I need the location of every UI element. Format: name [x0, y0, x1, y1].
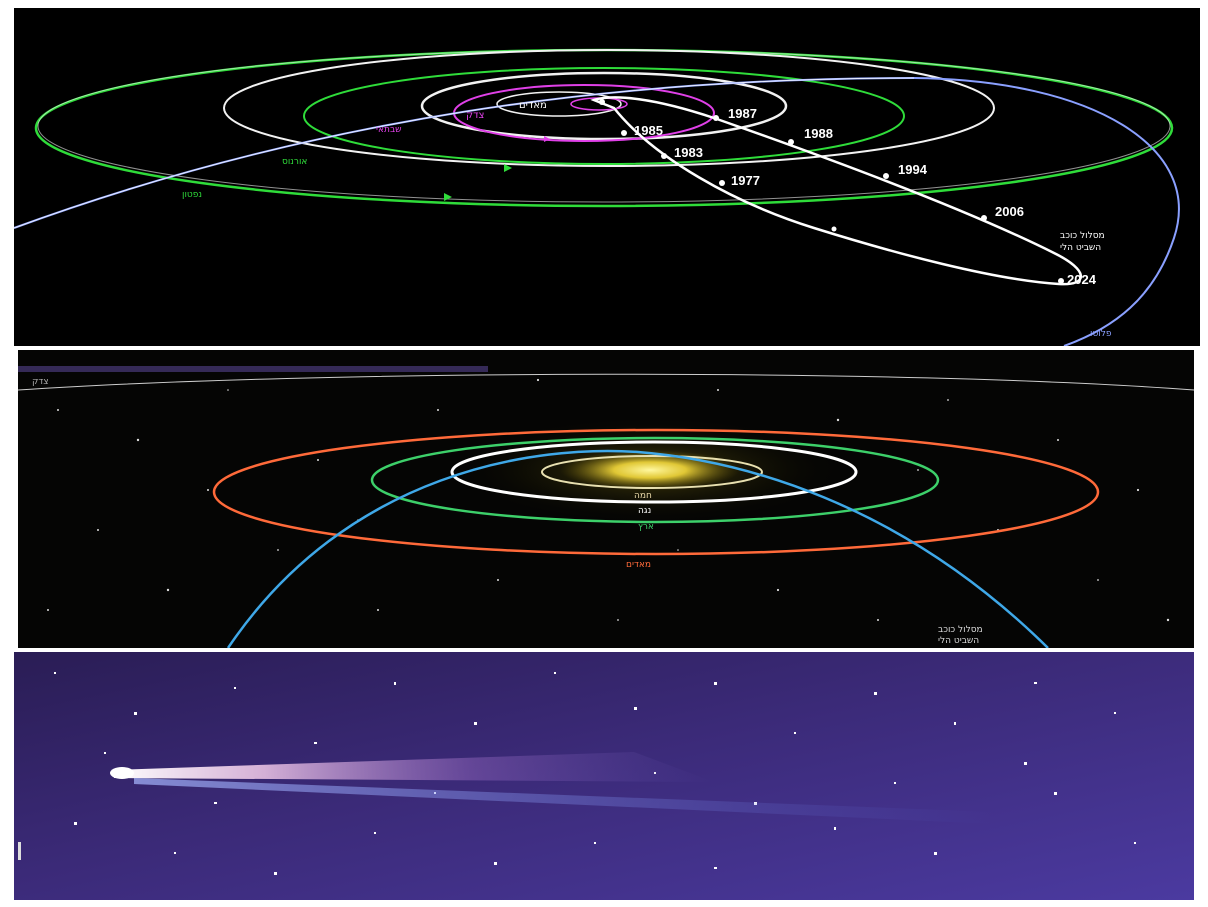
label-comet-path-1: מסלול כוכב: [938, 625, 983, 635]
comet-orbit-path: [226, 449, 1049, 648]
orbit-mars: [212, 428, 1100, 556]
outer-orbit-svg: 1987 1988 1985 1983 1977 1994 2006 2024 …: [14, 48, 1180, 346]
star-field: [47, 378, 1170, 622]
outer-orbit-diagram: 1987 1988 1985 1983 1977 1994 2006 2024 …: [14, 8, 1200, 346]
label-saturn: אורנוס: [282, 157, 307, 167]
comet-icon: [110, 752, 994, 824]
year-1977: 1977: [731, 173, 760, 188]
orbit-mars: [496, 91, 622, 117]
label-uranus: נפטון: [182, 190, 202, 200]
label-neptune: פלוטו: [1090, 329, 1112, 339]
orbit-jupiter-arc: [18, 373, 1194, 391]
orbit-mercury: [541, 455, 763, 489]
year-1985: 1985: [634, 123, 663, 138]
label-top-left: צדק: [32, 377, 49, 387]
label-comet-path-1: מסלול כוכב: [1060, 231, 1105, 241]
year-2024: 2024: [1067, 272, 1097, 287]
comet-photo: [14, 652, 1194, 900]
year-1988: 1988: [804, 126, 833, 141]
label-mars: מאדים: [626, 560, 651, 570]
inner-orbit-diagram: צדק חמה נגה ארץ מאדים מסלול כוכב השביט ה…: [18, 350, 1194, 648]
label-earth: צדק: [466, 110, 485, 121]
year-1987: 1987: [728, 106, 757, 121]
year-1983: 1983: [674, 145, 703, 160]
comet-photo-svg: [14, 652, 1194, 900]
label-mars: מאדים: [519, 100, 547, 111]
label-jupiter: שבתאי: [376, 125, 402, 135]
label-comet-path-2: השביט הלי: [938, 636, 979, 646]
orbit-jupiter: [420, 71, 788, 141]
year-1994: 1994: [898, 162, 928, 177]
label-comet-path-2: השביט הלי: [1060, 243, 1101, 253]
label-mercury: חמה: [634, 491, 652, 501]
orbit-saturn: [303, 67, 905, 165]
orbit-venus: [450, 440, 858, 504]
year-2006: 2006: [995, 204, 1024, 219]
inner-orbit-svg: צדק חמה נגה ארץ מאדים מסלול כוכב השביט ה…: [18, 366, 1194, 648]
orbit-earth: [370, 436, 940, 524]
orbit-uranus: [223, 49, 995, 167]
label-venus: נגה: [638, 506, 651, 516]
label-earth: ארץ: [638, 522, 654, 532]
comet-orbit-path: [590, 96, 1083, 286]
